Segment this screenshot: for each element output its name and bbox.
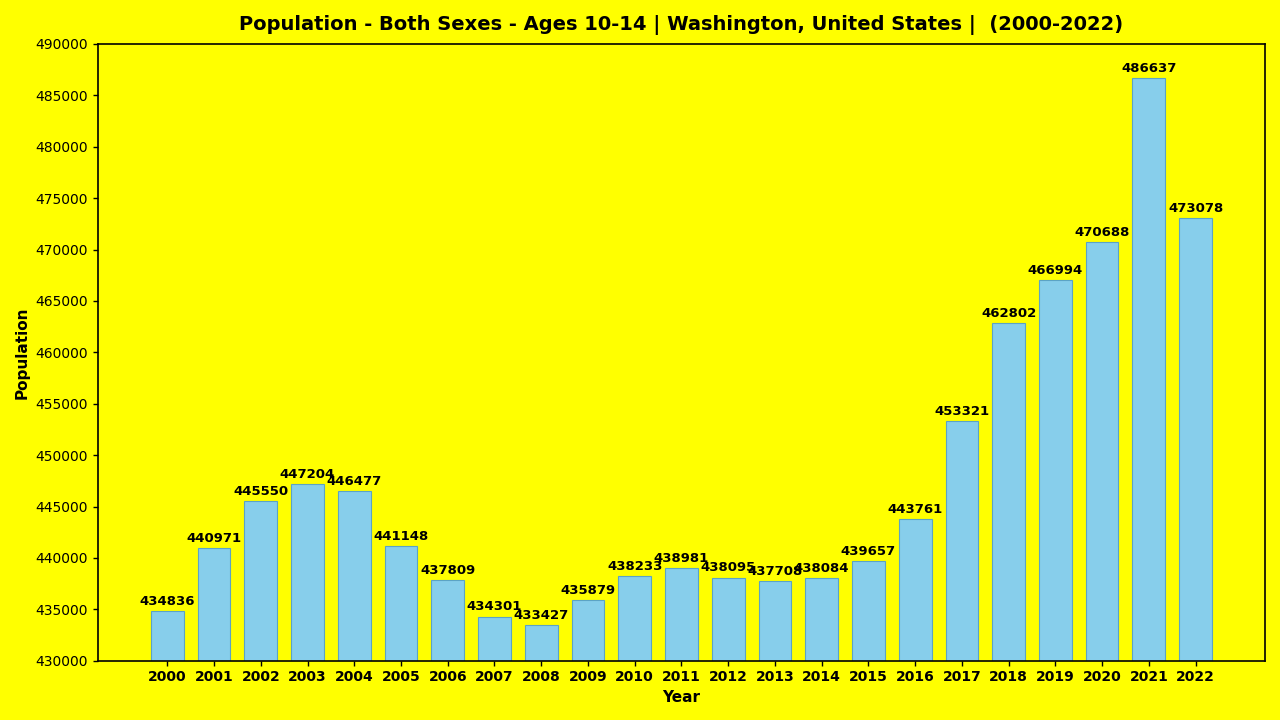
- Bar: [666, 568, 698, 661]
- Bar: [946, 421, 978, 661]
- Bar: [338, 491, 371, 661]
- X-axis label: Year: Year: [663, 690, 700, 705]
- Bar: [385, 546, 417, 661]
- Y-axis label: Population: Population: [15, 306, 29, 399]
- Text: 438233: 438233: [607, 560, 662, 573]
- Text: 438084: 438084: [794, 562, 850, 575]
- Bar: [525, 626, 558, 661]
- Bar: [852, 562, 884, 661]
- Bar: [244, 501, 278, 661]
- Text: 453321: 453321: [934, 405, 989, 418]
- Text: 437708: 437708: [748, 565, 803, 578]
- Text: 440971: 440971: [187, 532, 242, 545]
- Title: Population - Both Sexes - Ages 10-14 | Washington, United States |  (2000-2022): Population - Both Sexes - Ages 10-14 | W…: [239, 15, 1124, 35]
- Text: 438095: 438095: [700, 562, 755, 575]
- Bar: [618, 576, 652, 661]
- Text: 434301: 434301: [467, 600, 522, 613]
- Text: 446477: 446477: [326, 475, 381, 488]
- Text: 435879: 435879: [561, 584, 616, 597]
- Bar: [479, 616, 511, 661]
- Bar: [899, 519, 932, 661]
- Text: 434836: 434836: [140, 595, 195, 608]
- Text: 438981: 438981: [654, 552, 709, 565]
- Text: 445550: 445550: [233, 485, 288, 498]
- Text: 441148: 441148: [374, 530, 429, 543]
- Bar: [572, 600, 604, 661]
- Bar: [992, 323, 1025, 661]
- Bar: [197, 548, 230, 661]
- Text: 437809: 437809: [420, 564, 475, 577]
- Bar: [759, 582, 791, 661]
- Bar: [805, 577, 838, 661]
- Text: 443761: 443761: [887, 503, 943, 516]
- Bar: [712, 577, 745, 661]
- Bar: [431, 580, 465, 661]
- Text: 473078: 473078: [1167, 202, 1224, 215]
- Text: 439657: 439657: [841, 545, 896, 558]
- Bar: [1085, 243, 1119, 661]
- Bar: [1179, 218, 1212, 661]
- Text: 462802: 462802: [980, 307, 1037, 320]
- Bar: [1039, 280, 1071, 661]
- Bar: [1133, 78, 1165, 661]
- Text: 470688: 470688: [1074, 226, 1130, 239]
- Text: 433427: 433427: [513, 609, 568, 622]
- Text: 486637: 486637: [1121, 63, 1176, 76]
- Bar: [151, 611, 183, 661]
- Text: 447204: 447204: [280, 468, 335, 481]
- Bar: [291, 484, 324, 661]
- Text: 466994: 466994: [1028, 264, 1083, 277]
